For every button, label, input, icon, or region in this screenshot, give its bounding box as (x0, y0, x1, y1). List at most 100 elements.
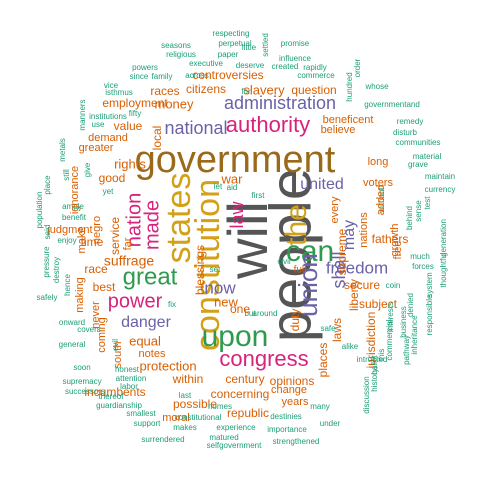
word-coin: coin (386, 281, 401, 290)
word-disturb: disturb (393, 128, 418, 137)
word-governmentand: governmentand (364, 100, 420, 109)
word-use: use (92, 120, 105, 129)
word-negro: negro (91, 216, 103, 244)
word-years: years (282, 396, 309, 408)
word-promise: promise (281, 39, 310, 48)
word-surrendered: surrendered (141, 435, 184, 444)
word-good: good (99, 171, 126, 185)
word-equal: equal (129, 333, 161, 348)
word-since: since (130, 72, 149, 81)
word-communities: communities (396, 138, 441, 147)
word-supreme: supreme (335, 228, 349, 275)
word-rights: rights (114, 156, 146, 171)
word-nation: nation (123, 193, 145, 248)
word-commercial: commercial (385, 319, 394, 360)
word-vice: vice (104, 81, 119, 90)
word-can: can (286, 235, 334, 268)
word-full: full (294, 265, 307, 276)
word-local: local (150, 126, 164, 151)
word-may: may (341, 220, 358, 250)
word-successors: successors (65, 387, 105, 396)
word-under: under (320, 419, 341, 428)
word-concerning: concerning (211, 387, 270, 401)
word-homes: homes (208, 402, 232, 411)
word-will: will (216, 201, 279, 280)
word-national: national (164, 118, 227, 138)
word-aid: aid (227, 183, 238, 192)
word-institutions: institutions (89, 112, 127, 121)
word-one: one (230, 302, 250, 316)
word-judgment: judgment (46, 224, 92, 236)
word-business: business (399, 306, 408, 338)
word-authority: authority (226, 112, 310, 137)
word-states: states (160, 173, 198, 264)
word-possible: possible (173, 397, 217, 411)
word-yet: yet (103, 187, 114, 196)
word-growth: growth (389, 223, 401, 256)
word-set: set (210, 265, 221, 274)
word-pressure: pressure (42, 246, 51, 278)
word-discussion: discussion (362, 376, 371, 413)
word-subject: subject (359, 297, 398, 311)
word-thoughtful: thoughtful (439, 252, 448, 287)
word-nations: nations (358, 212, 370, 248)
word-generation: generation (439, 219, 448, 257)
word-constitution: constitution (189, 179, 227, 351)
word-perpetual: perpetual (218, 39, 252, 48)
word-liberty: liberty (347, 279, 361, 311)
word-grave: grave (408, 160, 429, 169)
word-danger: danger (121, 314, 171, 331)
word-employment: employment (102, 96, 168, 110)
word-place: place (43, 175, 52, 195)
word-never: never (90, 301, 102, 329)
word-demand: demand (88, 132, 128, 144)
word-ignorance: ignorance (69, 166, 81, 214)
word-religious: religious (166, 50, 196, 59)
word-inheritance: inheritance (410, 315, 419, 355)
word-order: order (353, 58, 362, 77)
word-ample: ample (62, 202, 84, 211)
word-incumbents: incumbents (84, 385, 145, 399)
word-government: government (135, 139, 336, 181)
word-change: change (271, 384, 307, 396)
word-across: across (185, 71, 209, 80)
word-law: law (227, 200, 247, 228)
word-history: history (370, 368, 379, 392)
word-people: people (258, 168, 323, 342)
word-powers: powers (132, 63, 158, 72)
word-without: without (377, 187, 386, 214)
word-great: great (123, 263, 178, 290)
word-first: first (252, 191, 266, 200)
word-much: much (410, 252, 430, 261)
word-commerce: commerce (297, 71, 335, 80)
word-jurisdiction: jurisdiction (364, 312, 378, 370)
word-thereof: thereof (99, 392, 125, 401)
word-said: said (43, 225, 52, 240)
word-strengthened: strengthened (273, 437, 320, 446)
word-safe: safe (320, 324, 336, 333)
word-evil: evil (111, 339, 120, 351)
word-destinies: destinies (270, 412, 302, 421)
word-maintain: maintain (425, 172, 455, 181)
word-covers: covers (77, 325, 101, 334)
word-rapidly: rapidly (303, 63, 327, 72)
word-forces: forces (412, 262, 434, 271)
word-attention: attention (116, 374, 147, 383)
word-matured: matured (209, 433, 238, 442)
word-slavery: slavery (243, 82, 285, 97)
word-remedy: remedy (397, 117, 424, 126)
word-still: still (62, 169, 71, 181)
word-manners: manners (78, 99, 87, 130)
word-executive: executive (189, 59, 223, 68)
word-make: make (76, 227, 88, 254)
word-south: south (112, 342, 124, 369)
word-war: war (221, 171, 244, 186)
word-honest: honest (115, 365, 140, 374)
word-shall: shall (329, 251, 349, 288)
word-controversies: controversies (192, 68, 263, 82)
word-money: money (154, 96, 194, 111)
word-interests: interests (386, 302, 395, 332)
word-currency: currency (425, 185, 456, 194)
word-seasons: seasons (161, 41, 191, 50)
